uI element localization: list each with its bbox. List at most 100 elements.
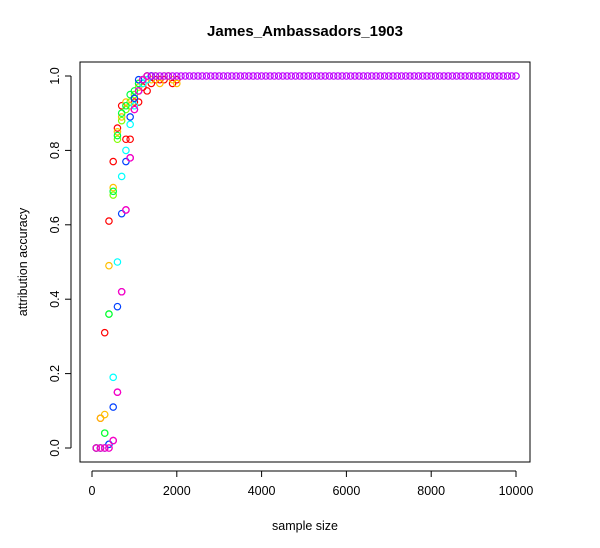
data-point (351, 72, 359, 80)
data-point (440, 72, 448, 80)
data-point (173, 79, 181, 88)
data-point (418, 72, 427, 80)
data-point (100, 429, 109, 437)
data-point (236, 72, 245, 80)
data-point (147, 75, 156, 84)
data-point (168, 72, 177, 80)
data-point (156, 72, 164, 80)
data-point (325, 72, 334, 80)
data-point (270, 72, 279, 80)
series-5 (92, 72, 156, 452)
data-point (130, 105, 139, 114)
data-point (240, 72, 249, 80)
data-point (147, 79, 156, 88)
data-point (194, 72, 202, 80)
data-point (147, 72, 156, 80)
data-point (164, 72, 173, 80)
data-point (359, 72, 368, 80)
data-point (253, 72, 262, 80)
data-point (346, 72, 355, 80)
data-point (126, 101, 134, 110)
data-point (308, 72, 317, 80)
data-point (474, 72, 482, 80)
y-tick-label: 0.8 (48, 142, 62, 159)
data-point (503, 72, 512, 80)
data-point (321, 72, 330, 80)
data-point (109, 157, 118, 166)
data-point (117, 172, 126, 181)
data-point (117, 287, 126, 296)
data-point (435, 72, 444, 80)
data-point (143, 75, 151, 84)
data-point (130, 98, 139, 106)
data-point (100, 410, 109, 419)
data-point (457, 72, 465, 80)
data-point (478, 72, 486, 80)
data-point (117, 209, 126, 218)
data-point (113, 258, 122, 266)
data-point (329, 72, 338, 80)
data-point (202, 72, 211, 80)
data-point (274, 72, 283, 80)
y-tick-label: 0.0 (48, 439, 62, 456)
data-point (431, 72, 440, 80)
data-point (156, 75, 164, 84)
data-point (134, 79, 143, 88)
series-9 (147, 72, 520, 80)
data-point (117, 116, 126, 125)
x-tick-label: 6000 (332, 484, 360, 498)
data-point (122, 98, 130, 106)
data-point (130, 90, 139, 99)
series-2 (92, 72, 181, 452)
data-point (249, 72, 257, 80)
data-point (130, 101, 139, 110)
data-point (122, 105, 130, 114)
data-point (143, 87, 151, 95)
data-point (173, 72, 181, 80)
data-point (499, 72, 508, 80)
data-point (380, 72, 389, 80)
data-point (122, 157, 130, 166)
data-point (134, 75, 143, 84)
data-point (486, 72, 495, 80)
data-point (452, 72, 461, 80)
x-tick-label: 8000 (417, 484, 445, 498)
plot-frame (79, 61, 531, 463)
data-point (304, 72, 313, 80)
data-point (355, 72, 363, 80)
data-point (160, 72, 168, 80)
data-point (96, 444, 105, 452)
data-point (122, 146, 130, 155)
data-point (448, 72, 457, 80)
data-point (105, 217, 113, 225)
data-point (168, 79, 177, 88)
data-point (113, 131, 122, 140)
data-point (482, 72, 491, 80)
data-point (257, 72, 266, 80)
data-point (490, 72, 499, 80)
y-axis: 0.0 0.2 0.4 0.6 0.8 1.0 (48, 67, 72, 457)
data-point (334, 72, 342, 80)
data-point (113, 124, 122, 132)
data-point (342, 72, 351, 80)
data-point (126, 135, 134, 144)
data-point (100, 444, 109, 452)
data-point (228, 72, 236, 80)
y-axis-label: attribution accuracy (16, 207, 30, 316)
x-axis: 0 2000 4000 6000 8000 10000 (89, 470, 533, 498)
data-point (113, 302, 122, 311)
series-3 (92, 72, 160, 452)
data-point (113, 128, 122, 136)
data-point (469, 72, 478, 80)
data-point (189, 72, 198, 80)
data-point (414, 72, 423, 80)
x-tick-label: 2000 (163, 484, 191, 498)
data-point (177, 72, 185, 80)
data-point (126, 113, 134, 121)
data-point (232, 72, 240, 80)
data-point (363, 72, 372, 80)
data-point (117, 113, 126, 121)
series-8 (92, 72, 151, 452)
data-point (223, 72, 232, 80)
data-point (113, 388, 122, 397)
